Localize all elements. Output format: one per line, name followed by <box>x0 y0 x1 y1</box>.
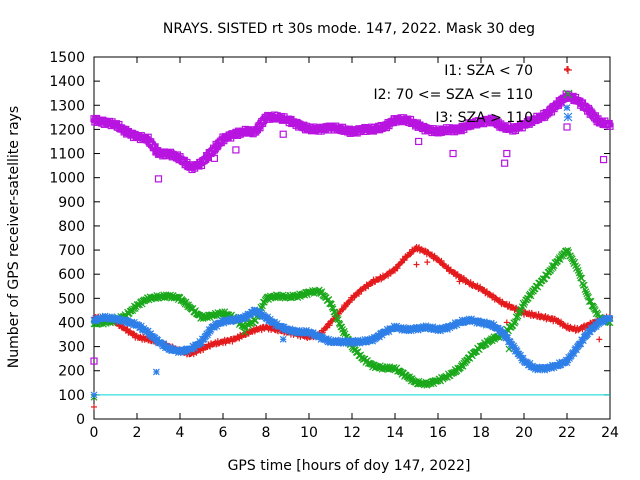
y-tick-label: 0 <box>76 412 85 428</box>
data-point <box>326 322 333 329</box>
data-point <box>606 315 614 323</box>
outlier-point <box>501 333 509 341</box>
y-tick-label: 1300 <box>49 98 85 114</box>
outlier-point <box>210 154 218 162</box>
outlier-point <box>599 155 608 164</box>
data-point <box>567 252 574 260</box>
outlier-point <box>449 149 457 158</box>
legend-label: I2: 70 <= SZA <= 110 <box>373 87 533 103</box>
chart-title: NRAYS. SISTED rt 30s mode. 147, 2022. Ma… <box>163 21 535 37</box>
y-tick-label: 600 <box>58 267 85 283</box>
legend-marker <box>563 89 573 99</box>
data-point <box>581 286 589 294</box>
outlier-point <box>424 259 431 266</box>
outlier-point <box>90 357 98 365</box>
x-tick-label: 4 <box>176 425 185 441</box>
y-tick-label: 100 <box>58 388 85 404</box>
data-point <box>520 301 528 308</box>
x-tick-label: 0 <box>90 425 99 441</box>
outlier-point <box>232 146 240 154</box>
data-point <box>564 246 572 254</box>
data-point <box>355 291 362 298</box>
outlier-point <box>90 391 98 399</box>
x-tick-label: 12 <box>343 425 361 441</box>
series-3 <box>90 104 614 399</box>
y-tick-label: 1200 <box>49 122 85 138</box>
outlier-point <box>154 175 163 183</box>
x-tick-label: 16 <box>429 425 447 441</box>
x-axis-label: GPS time [hours of doy 147, 2022] <box>228 458 471 474</box>
y-tick-label: 1100 <box>49 147 85 163</box>
x-tick-label: 22 <box>558 425 576 441</box>
y-tick-label: 700 <box>58 243 85 259</box>
data-point <box>260 298 268 306</box>
outlier-point <box>91 403 97 410</box>
outlier-point <box>456 278 463 285</box>
y-tick-label: 400 <box>58 315 85 331</box>
data-point <box>394 265 401 272</box>
x-tick-label: 10 <box>300 425 318 441</box>
x-tick-label: 18 <box>472 425 490 441</box>
outlier-point <box>279 335 287 343</box>
x-tick-label: 14 <box>386 425 404 441</box>
outlier-point <box>152 368 160 376</box>
outlier-point <box>501 159 509 167</box>
axis-ticks <box>93 56 611 420</box>
outlier-point <box>413 261 420 268</box>
x-tick-label: 2 <box>133 425 142 441</box>
series-4 <box>90 90 614 365</box>
legend-marker <box>563 112 573 122</box>
y-axis-label: Number of GPS receiver-satellite rays <box>6 106 22 368</box>
y-tick-label: 800 <box>58 219 85 235</box>
data-point <box>438 257 445 264</box>
series-2 <box>90 246 614 401</box>
x-tick-label: 24 <box>601 425 619 441</box>
outlier-point <box>503 149 511 158</box>
outlier-point <box>563 123 571 131</box>
data-point <box>582 288 590 296</box>
data-point <box>342 303 349 310</box>
legend-label: I1: SZA < 70 <box>444 63 533 79</box>
outlier-point <box>279 130 287 138</box>
y-tick-label: 1400 <box>49 74 85 90</box>
legend: I1: SZA < 70 I2: 70 <= SZA <= 110 I3: SZA … <box>373 63 573 126</box>
legend-marker <box>564 66 572 74</box>
data-point <box>583 290 591 298</box>
outlier-point <box>596 336 603 343</box>
outlier-point <box>564 66 570 73</box>
y-tick-label: 1000 <box>49 171 85 187</box>
x-tick-label: 6 <box>219 425 228 441</box>
data-point <box>606 122 614 130</box>
x-tick-label: 8 <box>262 425 271 441</box>
y-tick-label: 1500 <box>49 50 85 66</box>
data-point <box>549 264 557 271</box>
outlier-point <box>563 104 571 112</box>
y-tick-label: 500 <box>58 291 85 307</box>
outlier-point <box>241 328 248 336</box>
legend-label: I3: SZA > 110 <box>435 110 533 126</box>
x-tick-label: 20 <box>515 425 533 441</box>
y-tick-label: 200 <box>58 364 85 380</box>
outlier-point <box>415 137 423 146</box>
y-tick-label: 300 <box>58 340 85 356</box>
data-point <box>401 257 408 264</box>
y-tick-label: 900 <box>58 195 85 211</box>
